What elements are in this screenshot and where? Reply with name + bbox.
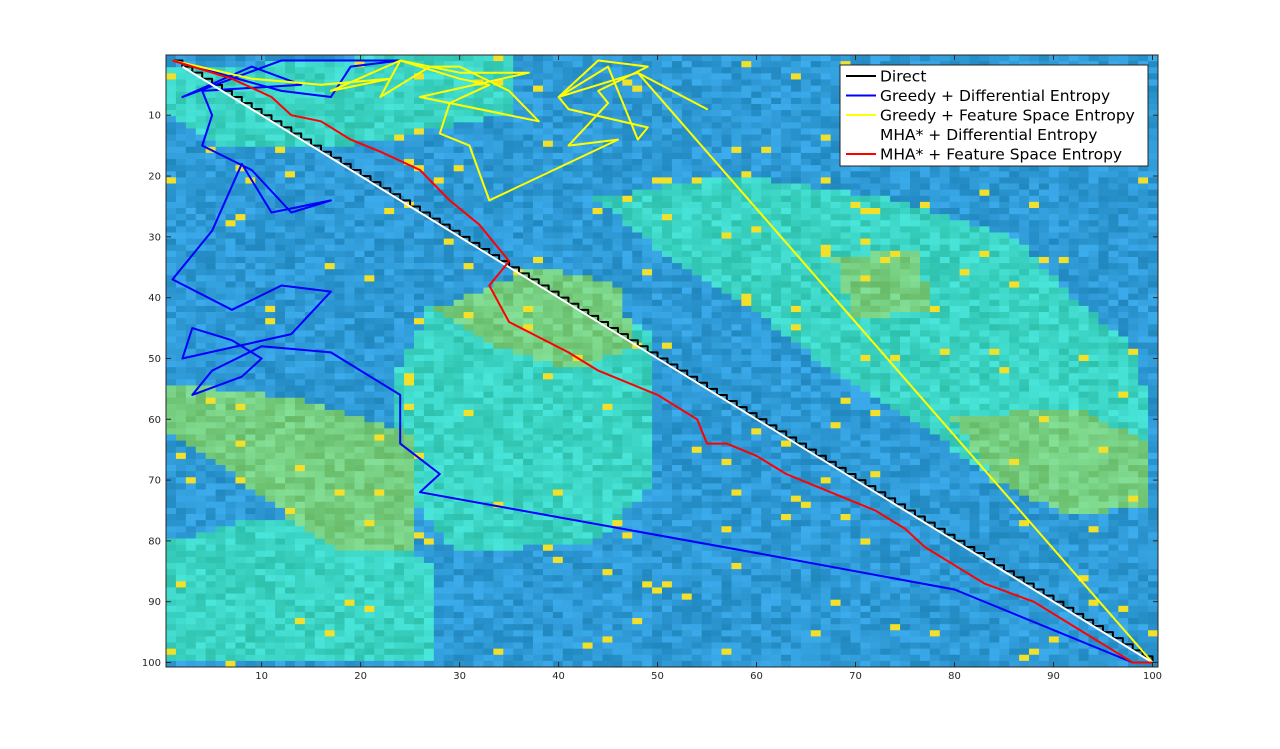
x-tick-label: 60 bbox=[750, 671, 763, 682]
y-tick-label: 10 bbox=[148, 111, 161, 122]
legend-label: Greedy + Differential Entropy bbox=[880, 87, 1110, 105]
y-tick-label: 30 bbox=[148, 232, 161, 243]
x-tick-label: 80 bbox=[948, 671, 961, 682]
axes-box bbox=[165, 54, 1159, 668]
x-tick-label: 40 bbox=[552, 671, 565, 682]
y-tick-label: 20 bbox=[148, 172, 161, 183]
y-tick-label: 70 bbox=[148, 476, 161, 487]
series-line-4 bbox=[181, 65, 1154, 664]
x-tick-label: 20 bbox=[354, 671, 367, 682]
series-line-5 bbox=[172, 59, 1153, 664]
series-line-1 bbox=[172, 59, 1154, 663]
y-tick-label: 50 bbox=[148, 354, 161, 365]
y-tick-label: 60 bbox=[148, 415, 161, 426]
x-tick-label: 90 bbox=[1047, 671, 1060, 682]
x-tick-label: 100 bbox=[1143, 671, 1162, 682]
legend-label: MHA* + Feature Space Entropy bbox=[880, 146, 1122, 164]
x-tick-label: 10 bbox=[255, 671, 268, 682]
y-tick-label: 100 bbox=[142, 658, 161, 669]
series-layer bbox=[171, 59, 1154, 664]
y-tick-label: 40 bbox=[148, 293, 161, 304]
legend-label: Direct bbox=[880, 68, 926, 86]
legend-label: Greedy + Feature Space Entropy bbox=[880, 107, 1135, 125]
x-tick-label: 50 bbox=[651, 671, 664, 682]
series-line-3 bbox=[172, 59, 1154, 664]
y-tick-label: 90 bbox=[148, 597, 161, 608]
y-tick-label: 80 bbox=[148, 536, 161, 547]
x-tick-label: 70 bbox=[849, 671, 862, 682]
x-tick-label: 30 bbox=[453, 671, 466, 682]
axis-ticks: 10 20 30 40 50 60 70 80 90 100 10 20 30 40 50 60 70 80 90 1… bbox=[142, 55, 1162, 682]
legend-box bbox=[839, 64, 1149, 167]
series-line-2 bbox=[171, 59, 1153, 664]
legend-label: MHA* + Differential Entropy bbox=[880, 126, 1097, 144]
